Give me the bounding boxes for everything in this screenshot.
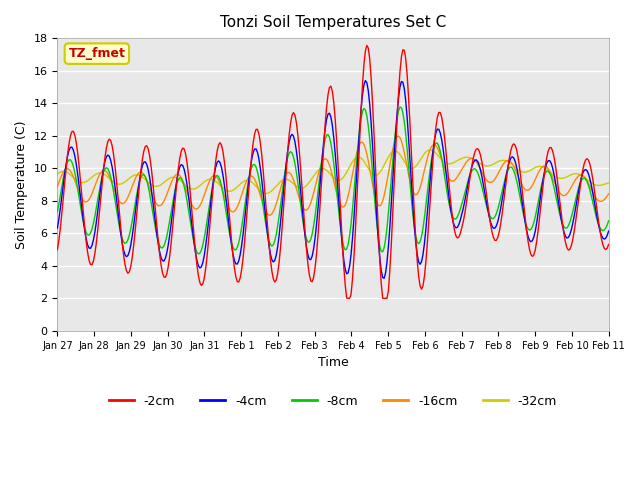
Title: Tonzi Soil Temperatures Set C: Tonzi Soil Temperatures Set C	[220, 15, 446, 30]
Text: TZ_fmet: TZ_fmet	[68, 47, 125, 60]
Y-axis label: Soil Temperature (C): Soil Temperature (C)	[15, 120, 28, 249]
X-axis label: Time: Time	[317, 356, 348, 369]
Legend: -2cm, -4cm, -8cm, -16cm, -32cm: -2cm, -4cm, -8cm, -16cm, -32cm	[104, 390, 562, 413]
